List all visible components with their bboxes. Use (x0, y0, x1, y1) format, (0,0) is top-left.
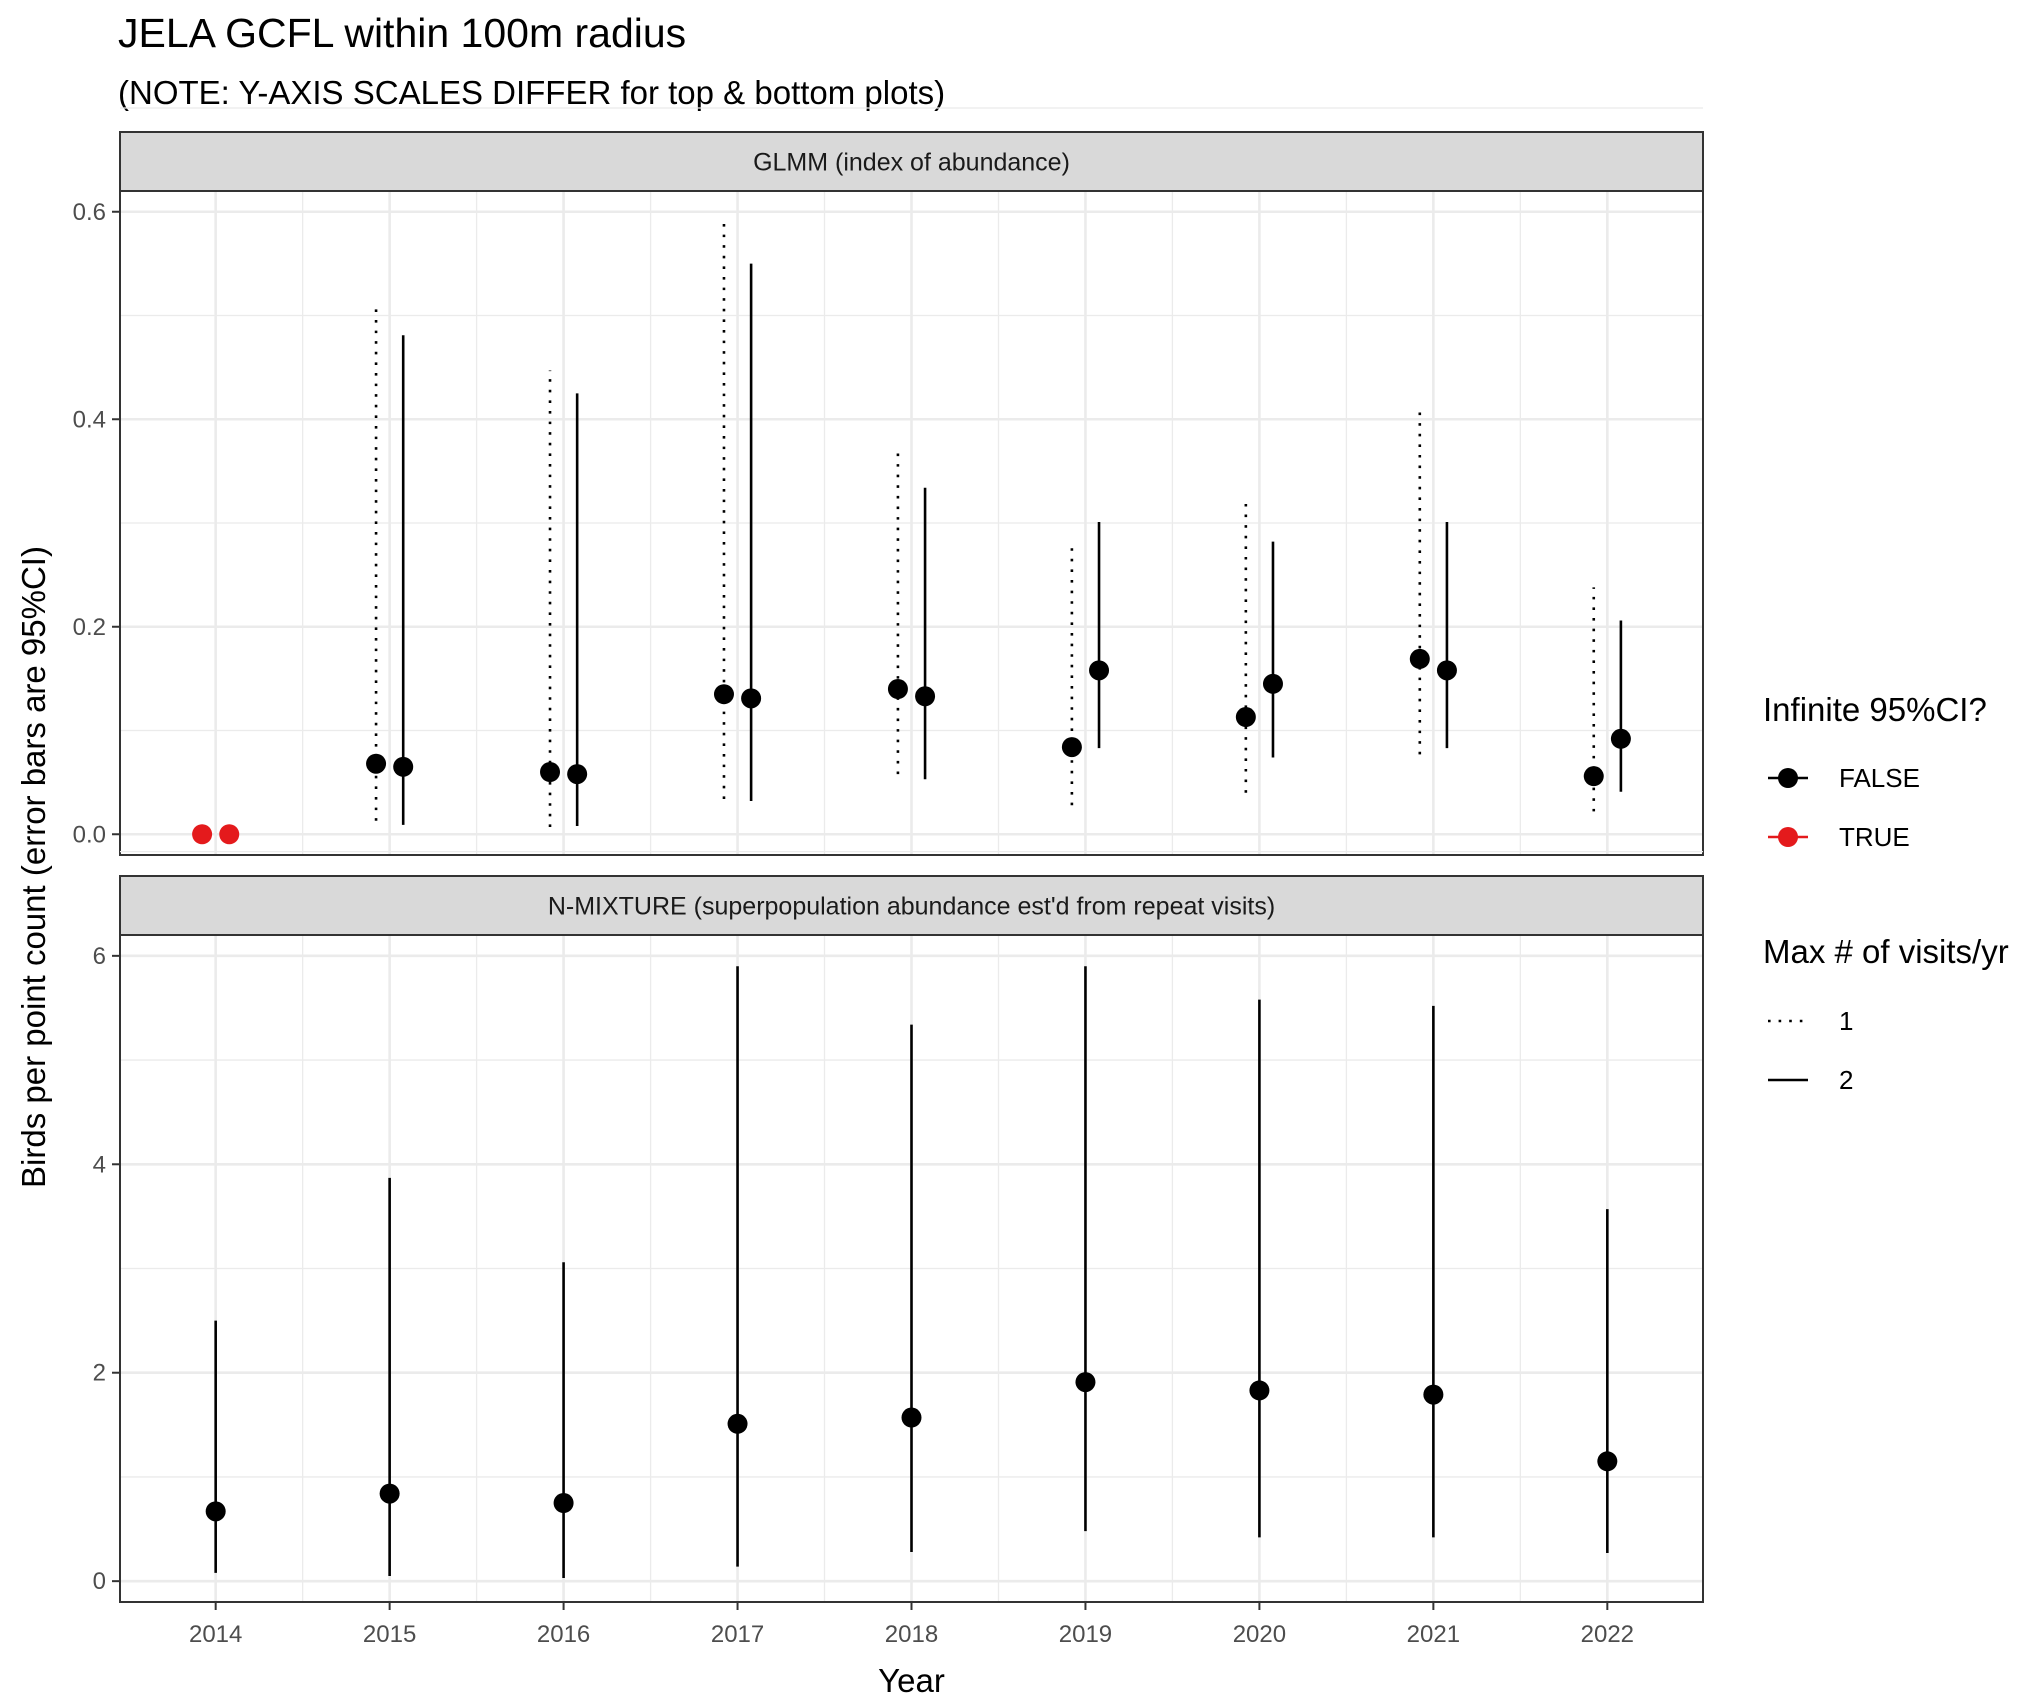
x-axis-title: Year (878, 1662, 945, 1695)
data-point (1235, 707, 1256, 728)
y-tick-label: 0.0 (73, 821, 106, 848)
data-point (887, 679, 908, 699)
x-tick-label: 2022 (1581, 1621, 1634, 1648)
data-point (727, 1413, 748, 1434)
y-tick-label: 2 (93, 1360, 106, 1387)
data-point (393, 756, 414, 777)
legend-title-infinite: Infinite 95%CI? (1763, 691, 1987, 728)
data-point (901, 1407, 922, 1428)
legend-label: 1 (1839, 1006, 1853, 1036)
data-point (1409, 648, 1430, 669)
legend-label: 2 (1839, 1065, 1853, 1095)
facet-strip (119, 875, 1704, 936)
data-point (1583, 766, 1604, 787)
data-point (379, 1483, 400, 1504)
data-point (1089, 660, 1110, 681)
legend-label: FALSE (1839, 763, 1920, 793)
data-point (1423, 1384, 1444, 1405)
x-tick-label: 2019 (1059, 1621, 1112, 1648)
data-point (741, 688, 762, 709)
data-point (205, 1501, 226, 1522)
data-point (1262, 673, 1283, 694)
x-tick-label: 2017 (711, 1621, 764, 1648)
legend-key-point (1778, 827, 1798, 847)
y-tick-label: 0 (93, 1568, 106, 1595)
legend-label: TRUE (1839, 822, 1910, 852)
data-point (553, 1492, 574, 1513)
data-point (366, 753, 387, 774)
x-tick-label: 2021 (1407, 1621, 1460, 1648)
data-point (1249, 1380, 1270, 1401)
x-tick-label: 2020 (1233, 1621, 1286, 1648)
data-point (567, 764, 588, 785)
data-point (1597, 1451, 1618, 1472)
y-tick-label: 6 (93, 943, 106, 970)
chart-title: JELA GCFL within 100m radius (118, 10, 687, 56)
y-tick-label: 4 (93, 1151, 106, 1178)
facet-strip (119, 131, 1704, 192)
legend-key-point (1778, 768, 1798, 788)
facet-strip-label: N-MIXTURE (superpopulation abundance est… (548, 893, 1275, 921)
y-tick-label: 0.6 (73, 199, 106, 226)
data-point (1610, 728, 1631, 749)
data-point (1436, 660, 1457, 681)
y-tick-label: 0.2 (73, 614, 106, 641)
panel-border (119, 190, 1704, 856)
x-tick-label: 2014 (189, 1621, 242, 1648)
legend-title-visits: Max # of visits/yr (1763, 933, 2009, 970)
data-point (540, 762, 561, 782)
data-point (219, 824, 240, 845)
data-point (1061, 737, 1082, 758)
y-tick-label: 0.4 (73, 406, 106, 433)
facet-strip-label: GLMM (index of abundance) (753, 149, 1070, 177)
x-tick-label: 2016 (537, 1621, 590, 1648)
y-axis-title: Birds per point count (error bars are 95… (15, 546, 52, 1188)
data-point (1075, 1372, 1096, 1393)
data-point (192, 824, 213, 845)
data-point (915, 686, 936, 707)
x-tick-label: 2015 (363, 1621, 416, 1648)
x-tick-label: 2018 (885, 1621, 938, 1648)
data-point (713, 684, 734, 705)
chart-subtitle: (NOTE: Y-AXIS SCALES DIFFER for top & bo… (118, 74, 946, 111)
